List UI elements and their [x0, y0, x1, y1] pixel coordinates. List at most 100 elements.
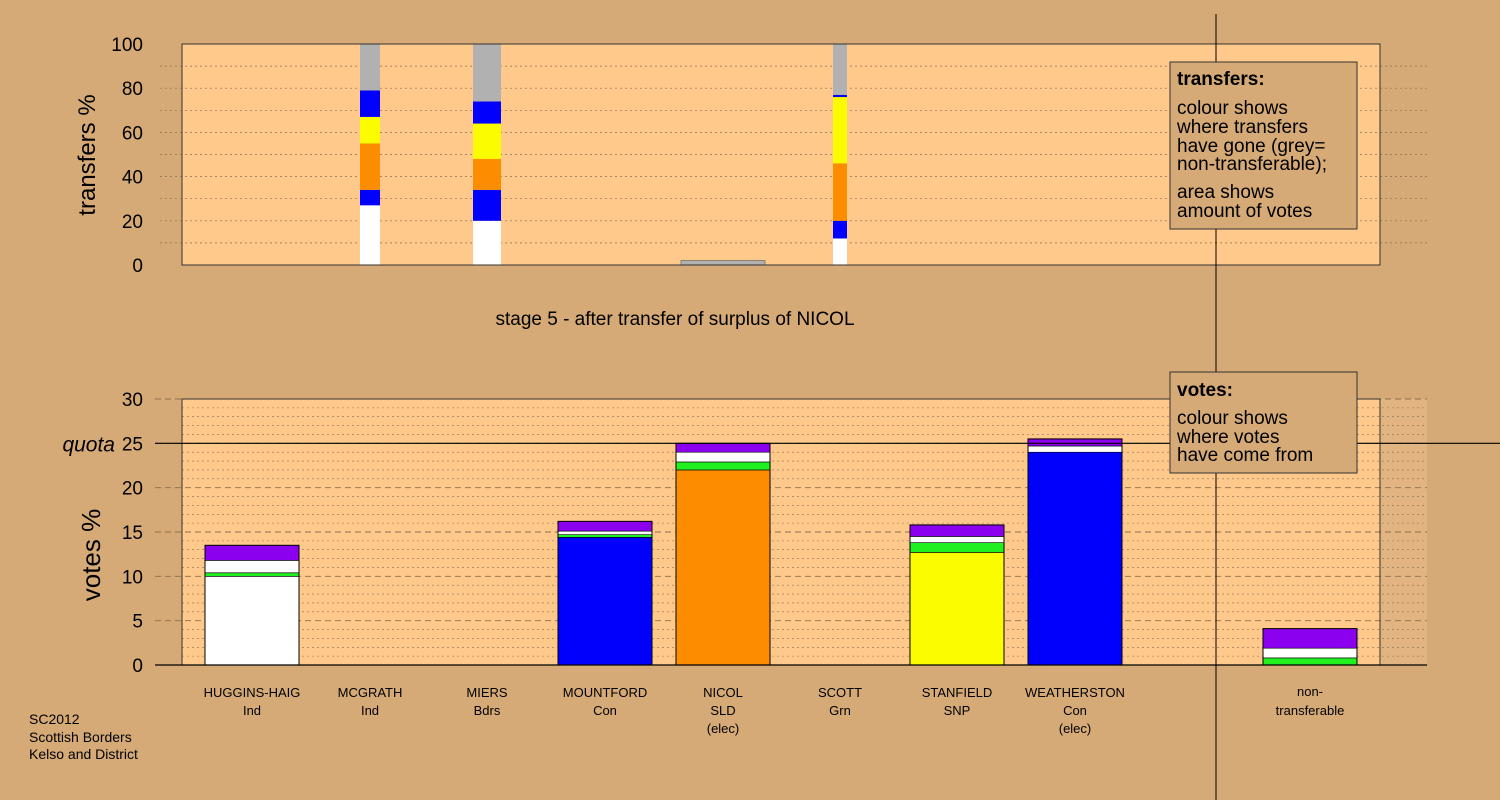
transfers-legend-line: colour shows — [1177, 98, 1288, 119]
transfer-segment — [360, 189, 380, 206]
transfer-segment — [473, 220, 501, 265]
y-tick-label: 60 — [122, 123, 143, 144]
candidate-label: HUGGINS-HAIG Ind — [204, 685, 301, 718]
votes-legend: votes: colour shows where votes have com… — [1169, 371, 1358, 474]
votes-legend-heading: votes: — [1177, 380, 1233, 401]
y-tick-label: 40 — [122, 168, 143, 189]
transfer-segment — [473, 44, 501, 102]
transfer-segment — [833, 44, 847, 95]
footer-election: SC2012 — [29, 711, 80, 727]
y-tick-label: 100 — [111, 35, 143, 56]
transfer-segment — [473, 101, 501, 124]
candidate-labels: HUGGINS-HAIG Ind MCGRATH Ind MIERS Bdrs MOUNTF… — [204, 685, 1125, 736]
vote-segment — [675, 451, 771, 463]
transfers-plot-frame — [181, 43, 1381, 266]
votes-legend-line: colour shows — [1177, 408, 1288, 429]
vote-segment — [204, 544, 300, 561]
y-tick-label: 0 — [132, 656, 143, 677]
stage-caption: stage 5 - after transfer of surplus of N… — [495, 309, 854, 330]
y-tick-label: 25 — [122, 434, 143, 455]
candidate-name: NICOL — [703, 685, 743, 700]
vote-segment — [1027, 451, 1123, 666]
y-tick-label: 10 — [122, 567, 143, 588]
transfer-segment — [473, 123, 501, 159]
y-tick-label: 20 — [122, 212, 143, 233]
transfers-legend-line: have gone (grey= — [1177, 136, 1325, 157]
transfer-segment — [833, 94, 847, 98]
transfers-bars — [360, 44, 847, 266]
votes-legend-line: have come from — [1177, 445, 1313, 466]
y-tick-label: 30 — [122, 390, 143, 411]
y-tick-label: 5 — [132, 612, 143, 633]
transfers-y-axis-label: transfers % — [74, 94, 101, 215]
vote-segment — [1262, 657, 1358, 666]
votes-y-axis-label: votes % — [76, 509, 106, 602]
y-tick-label: 0 — [132, 256, 143, 277]
vote-segment — [909, 524, 1005, 537]
candidate-name: MIERS — [466, 685, 508, 700]
vote-segment — [1027, 445, 1123, 453]
candidate-party: Ind — [361, 703, 379, 718]
vote-segment — [1262, 628, 1358, 649]
surplus-sliver — [680, 260, 766, 266]
candidate-label: NICOL SLD (elec) — [703, 685, 743, 736]
transfers-legend: transfers: colour shows where transfers … — [1169, 61, 1358, 230]
votes-legend-box — [1169, 371, 1358, 474]
vote-segment — [909, 536, 1005, 543]
candidate-label: MCGRATH Ind — [338, 685, 403, 718]
candidate-party: SLD — [710, 703, 735, 718]
candidate-label: MIERS Bdrs — [466, 685, 508, 718]
candidate-party: Con — [1063, 703, 1087, 718]
transfers-legend-line: where transfers — [1176, 117, 1308, 138]
vote-segment — [204, 560, 300, 574]
candidate-name: MOUNTFORD — [563, 685, 648, 700]
candidate-name: SCOTT — [818, 685, 862, 700]
candidate-name: WEATHERSTON — [1025, 685, 1125, 700]
transfers-y-ticks: 0 20 40 60 80 100 — [111, 35, 143, 277]
vote-segment — [675, 461, 771, 471]
candidate-label: MOUNTFORD Con — [563, 685, 648, 718]
transfer-segment — [473, 158, 501, 190]
candidate-name: STANFIELD — [922, 685, 993, 700]
y-tick-label: 20 — [122, 479, 143, 500]
footer-council: Scottish Borders — [29, 729, 132, 745]
transfer-segment — [360, 143, 380, 190]
transfers-legend-line: non-transferable); — [1177, 154, 1327, 175]
transfers-legend-line: amount of votes — [1177, 201, 1312, 222]
transfers-legend-box — [1169, 61, 1358, 230]
vote-segment — [909, 542, 1005, 553]
vote-segment — [557, 530, 653, 535]
transfer-segment — [473, 189, 501, 221]
candidate-party: Bdrs — [474, 703, 501, 718]
nontransferable-label-line2: transferable — [1276, 703, 1345, 718]
transfer-segment — [833, 220, 847, 239]
transfer-segment — [833, 163, 847, 221]
vote-segment — [1262, 647, 1358, 659]
vote-segment — [909, 552, 1005, 666]
candidate-party: Con — [593, 703, 617, 718]
vote-segment — [1027, 438, 1123, 447]
y-tick-label: 80 — [122, 79, 143, 100]
transfer-segment — [360, 205, 380, 265]
y-tick-label: 15 — [122, 523, 143, 544]
transfer-segment — [833, 238, 847, 265]
candidate-party: Ind — [243, 703, 261, 718]
transfers-legend-line: area shows — [1177, 182, 1274, 203]
transfer-segment — [360, 90, 380, 117]
nontransferable-label-line1: non- — [1297, 684, 1323, 699]
transfer-segment — [833, 97, 847, 164]
vote-segment — [675, 443, 771, 453]
quota-label: quota — [62, 433, 115, 456]
candidate-status: (elec) — [707, 721, 740, 736]
vote-segment — [204, 572, 300, 577]
transfers-legend-heading: transfers: — [1177, 69, 1265, 90]
votes-y-ticks: 0 5 10 15 20 30 25 — [122, 390, 143, 677]
candidate-label: STANFIELD SNP — [922, 685, 993, 718]
vote-segment — [204, 576, 300, 666]
votes-bars — [204, 438, 1358, 666]
candidate-label: SCOTT Grn — [818, 685, 862, 718]
candidate-label: WEATHERSTON Con (elec) — [1025, 685, 1125, 736]
candidate-name: HUGGINS-HAIG — [204, 685, 301, 700]
footer-ward: Kelso and District — [29, 746, 138, 762]
